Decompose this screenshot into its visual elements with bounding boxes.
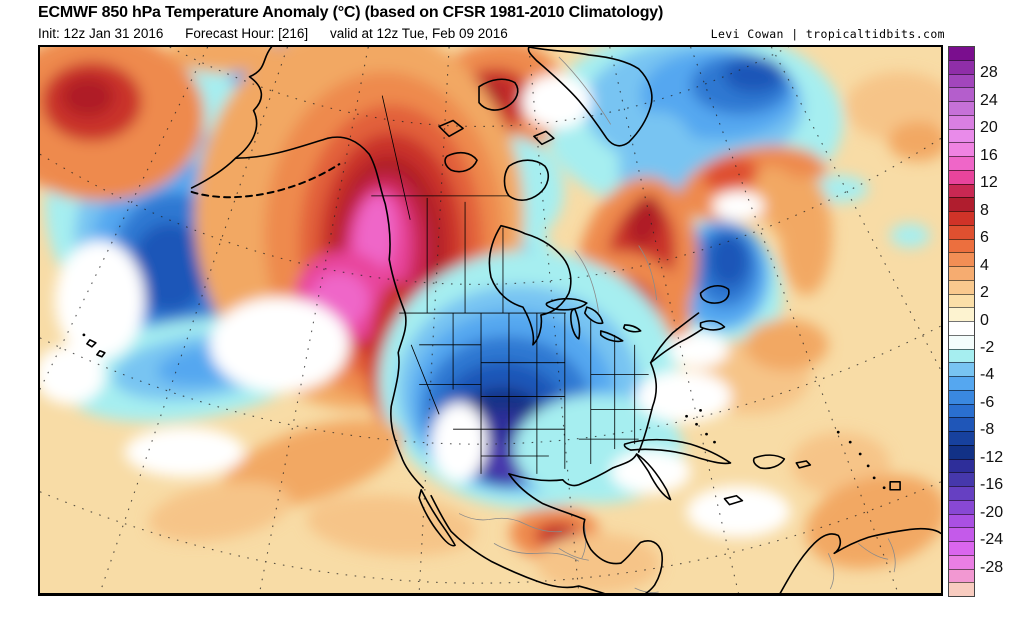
colorbar-cell [949, 458, 974, 473]
colorbar-cell [949, 527, 974, 541]
colorbar-tick: 20 [980, 119, 998, 137]
island-dots [82, 333, 886, 490]
colorbar-cell [949, 73, 974, 88]
colorbar-cell [949, 472, 974, 486]
colorbar-cell [949, 224, 974, 239]
admin-borders [371, 95, 653, 474]
forecast-hour-label: Forecast Hour: [216] [185, 26, 309, 41]
colorbar-tick: -2 [980, 338, 995, 356]
colorbar-cell [949, 348, 974, 363]
colorbar-tick: 0 [980, 311, 989, 329]
colorbar-cell [949, 156, 974, 170]
colorbar-cell [949, 238, 974, 253]
colorbar-cell [949, 376, 974, 390]
temperature-colorbar [948, 46, 975, 597]
colorbar-cell [949, 211, 974, 225]
colorbar-cell [949, 403, 974, 418]
run-info-line: Init: 12z Jan 31 2016 Forecast Hour: [21… [38, 26, 526, 41]
colorbar-tick: -16 [980, 476, 1004, 494]
colorbar-tick: 24 [980, 91, 998, 109]
anomaly-map-canvas [40, 47, 941, 593]
colorbar-cell [949, 362, 974, 376]
colorbar-tick: -4 [980, 366, 995, 384]
colorbar-tick: -24 [980, 531, 1004, 549]
colorbar-cell [949, 293, 974, 308]
page-title: ECMWF 850 hPa Temperature Anomaly (°C) (… [38, 4, 664, 21]
anomaly-field [40, 47, 941, 593]
colorbar-cell [949, 431, 974, 445]
colorbar-cell [949, 47, 974, 60]
colorbar-tick: 8 [980, 201, 989, 219]
colorbar-cell [949, 266, 974, 280]
graticule [40, 47, 941, 593]
colorbar-tick: -6 [980, 393, 995, 411]
valid-time-label: valid at 12z Tue, Feb 09 2016 [329, 26, 508, 41]
colorbar-cell [949, 142, 974, 156]
colorbar-cell [949, 417, 974, 431]
colorbar-cell [949, 183, 974, 198]
colorbar-cell [949, 513, 974, 528]
credit-watermark: Levi Cowan | tropicaltidbits.com [710, 27, 945, 41]
colorbar-cell [949, 486, 974, 500]
anomaly-map [38, 45, 943, 596]
colorbar-tick: -28 [980, 558, 1004, 576]
colorbar-cell [949, 279, 974, 294]
colorbar-tick-labels: 28 24 20 16 12 8 6 4 2 0 -2 -4 -6 -8 -12 -16 -20 -24 -28 [980, 46, 1024, 595]
colorbar-cell [949, 334, 974, 349]
colorbar-tick: 16 [980, 146, 998, 164]
colorbar-tick: 6 [980, 229, 989, 247]
colorbar-tick: -12 [980, 448, 1004, 466]
colorbar-cell [949, 252, 974, 266]
colorbar-cell [949, 444, 974, 459]
colorbar-cell [949, 169, 974, 184]
colorbar-cell [949, 582, 974, 596]
colorbar-cell [949, 114, 974, 129]
colorbar-cell [949, 541, 974, 555]
colorbar-cell [949, 87, 974, 101]
colorbar-cell [949, 59, 974, 74]
colorbar-tick: 28 [980, 64, 998, 82]
colorbar-tick: 12 [980, 174, 998, 192]
colorbar-tick: 4 [980, 256, 989, 274]
colorbar-cell [949, 321, 974, 335]
colorbar-cell [949, 499, 974, 514]
coastlines [82, 47, 941, 593]
colorbar-cell [949, 197, 974, 211]
colorbar-tick: -8 [980, 421, 995, 439]
colorbar-cell [949, 568, 974, 583]
colorbar-cell [949, 554, 974, 569]
regional-borders [458, 56, 896, 593]
colorbar-tick: -20 [980, 503, 1004, 521]
colorbar-cell [949, 101, 974, 115]
colorbar-cell [949, 128, 974, 143]
init-time-label: Init: 12z Jan 31 2016 [38, 26, 164, 41]
colorbar-cell [949, 389, 974, 404]
colorbar-tick: 2 [980, 284, 989, 302]
colorbar-cell [949, 307, 974, 321]
